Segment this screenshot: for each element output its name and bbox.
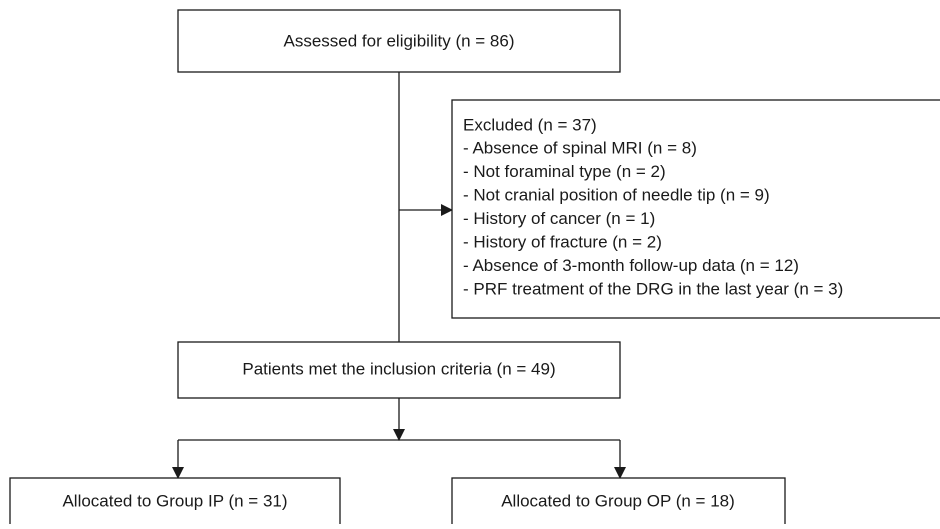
list-item: - Absence of spinal MRI (n = 8) (463, 138, 697, 157)
node-box (451, 99, 940, 319)
node-box (451, 477, 786, 529)
list-item: - History of cancer (n = 1) (463, 209, 655, 228)
node-label: Allocated to Group IP (n = 31) (62, 491, 287, 510)
node-label: Patients met the inclusion criteria (n =… (242, 359, 555, 378)
node-box (9, 477, 341, 529)
node-box (177, 341, 621, 399)
node-label: Allocated to Group OP (n = 18) (501, 491, 735, 510)
list-item: - Absence of 3-month follow-up data (n =… (463, 256, 799, 275)
list-item: - PRF treatment of the DRG in the last y… (463, 279, 843, 298)
node-box (177, 9, 621, 73)
list-item: - Not foraminal type (n = 2) (463, 162, 666, 181)
node-label: Excluded (n = 37) (463, 115, 597, 134)
list-item: - Not cranial position of needle tip (n … (463, 185, 770, 204)
list-item: - History of fracture (n = 2) (463, 232, 662, 251)
node-label: Assessed for eligibility (n = 86) (283, 31, 514, 50)
